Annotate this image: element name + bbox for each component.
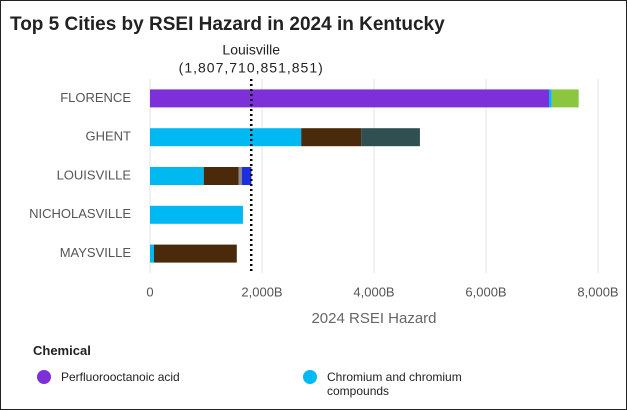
reference-value-label: (1,807,710,851,851) xyxy=(179,60,324,76)
bar-segment xyxy=(549,89,552,108)
bar-segment xyxy=(150,167,204,185)
x-tick-label: 2,000B xyxy=(241,284,282,299)
x-tick-label: 0 xyxy=(146,284,153,299)
bar-segment xyxy=(301,128,362,147)
bar-segment xyxy=(150,244,154,263)
bar-segment xyxy=(153,244,237,263)
chart-title: Top 5 Cities by RSEI Hazard in 2024 in K… xyxy=(10,14,445,35)
y-tick-label: GHENT xyxy=(86,129,132,144)
legend-item: Perfluorooctanoic acid xyxy=(37,370,217,384)
bar-segment xyxy=(150,205,243,224)
legend-title: Chemical xyxy=(33,343,91,358)
legend-swatch xyxy=(37,370,51,384)
legend-label: Chromium and chromium compounds xyxy=(327,370,462,398)
y-tick-label: LOUISVILLE xyxy=(57,167,132,182)
y-tick-label: MAYSVILLE xyxy=(60,245,132,260)
x-axis-title: 2024 RSEI Hazard xyxy=(311,310,436,327)
bar-segment xyxy=(551,89,579,108)
y-tick-label: FLORENCE xyxy=(60,90,131,105)
bar-segment xyxy=(150,128,302,147)
bar-segment xyxy=(203,167,239,185)
bar-segment xyxy=(241,167,252,185)
legend-swatch xyxy=(303,370,317,384)
bar-segment xyxy=(238,167,242,185)
x-tick-label: 4,000B xyxy=(353,284,394,299)
bar-segment xyxy=(361,128,420,147)
y-tick-label: NICHOLASVILLE xyxy=(29,206,131,221)
reference-label: Louisville xyxy=(222,42,280,58)
x-tick-label: 6,000B xyxy=(465,284,506,299)
legend-item: Chromium and chromium compounds xyxy=(303,370,483,398)
x-tick-label: 8,000B xyxy=(577,284,618,299)
bar-segment xyxy=(150,89,549,108)
legend-label: Perfluorooctanoic acid xyxy=(61,370,180,384)
